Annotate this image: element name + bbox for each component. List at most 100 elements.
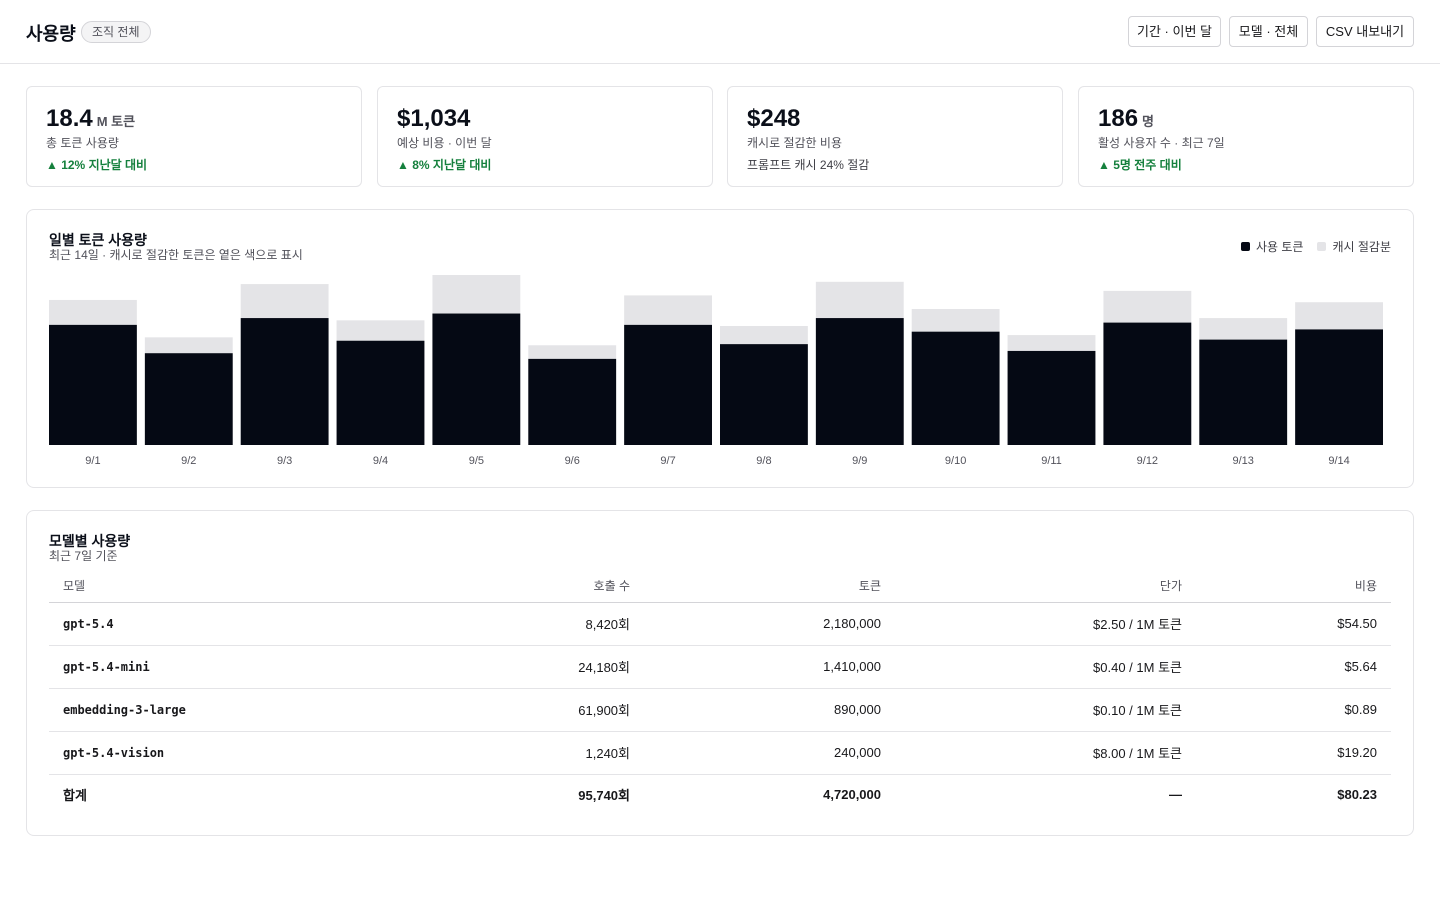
total-cost-cell: $80.23 (1196, 773, 1391, 815)
legend-label-cached: 캐시 절감분 (1332, 240, 1391, 254)
top-bar: 사용량 조직 전체 기간 · 이번 달 모델 · 전체 CSV 내보내기 (0, 0, 1440, 64)
stat-card-total-tokens: 18.4 M 토큰 총 토큰 사용량 ▲ 12% 지난달 대비 (26, 86, 362, 187)
total-calls-cell: 95,740회 (379, 773, 644, 815)
bar-used-9/5 (432, 313, 521, 445)
cost-cell: $0.89 (1196, 688, 1391, 732)
x-tick-label: 9/4 (373, 455, 388, 467)
total-label-cell: 합계 (49, 773, 379, 815)
bar-cached-9/14 (1295, 302, 1383, 330)
tokens-cell: 890,000 (644, 688, 895, 732)
bar-used-9/6 (528, 358, 617, 445)
unit-price-cell: $8.00 / 1M 토큰 (895, 731, 1196, 775)
stat-value: $248 (747, 105, 801, 132)
csv-export-button[interactable]: CSV 내보내기 (1316, 16, 1414, 47)
stat-label: 총 토큰 사용량 (46, 136, 119, 150)
chart-legend: 사용 토큰 캐시 절감분 (1240, 238, 1391, 255)
bar-cached-9/11 (1007, 335, 1096, 351)
stat-value: 18.4 M 토큰 (46, 105, 136, 132)
bar-cached-9/9 (815, 281, 904, 319)
table-header-row: 모델 호출 수 토큰 단가 비용 (49, 570, 1391, 603)
stat-delta: ▲ 8% 지난달 대비 (397, 158, 492, 172)
column-header-tokens[interactable]: 토큰 (644, 570, 895, 603)
stat-label: 활성 사용자 수 · 최근 7일 (1098, 136, 1225, 150)
bar-used-9/11 (1007, 350, 1096, 445)
bar-cached-9/2 (144, 337, 233, 354)
x-tick-label: 9/5 (469, 455, 484, 467)
legend-swatch-cached (1317, 242, 1327, 251)
total-tokens-cell: 4,720,000 (644, 773, 895, 815)
bar-cached-9/5 (432, 275, 521, 314)
bar-used-9/9 (815, 318, 904, 445)
model-usage-panel: 모델별 사용량 최근 7일 기준 모델 호출 수 토큰 단가 비용 gpt-5.… (26, 510, 1414, 836)
stat-value: $1,034 (397, 105, 471, 132)
legend-swatch-used (1240, 242, 1250, 251)
daily-usage-chart-panel: 일별 토큰 사용량 최근 14일 · 캐시로 절감한 토큰은 옅은 색으로 표시… (26, 209, 1414, 488)
table-title: 모델별 사용량 (49, 533, 131, 549)
column-header-model[interactable]: 모델 (49, 570, 379, 603)
tokens-cell: 1,410,000 (644, 645, 895, 689)
unit-price-cell: $0.10 / 1M 토큰 (895, 688, 1196, 732)
x-tick-label: 9/13 (1233, 455, 1254, 467)
x-tick-label: 9/2 (181, 455, 196, 467)
stat-label: 예상 비용 · 이번 달 (397, 136, 492, 150)
table-subtitle: 최근 7일 기준 (49, 549, 118, 563)
tokens-cell: 240,000 (644, 731, 895, 775)
column-header-unit-price[interactable]: 단가 (895, 570, 1196, 603)
bar-cached-9/8 (720, 326, 808, 345)
bar-cached-9/10 (911, 309, 1000, 332)
page-title: 사용량 (26, 24, 76, 44)
x-tick-label: 9/7 (660, 455, 675, 467)
stat-card-cache-savings: $248 캐시로 절감한 비용 프롬프트 캐시 24% 절감 (727, 86, 1063, 187)
stat-value: 186 명 (1098, 105, 1155, 132)
x-tick-label: 9/10 (945, 455, 966, 467)
legend-item-used: 사용 토큰 (1240, 238, 1304, 255)
model-name-cell: gpt-5.4-vision (49, 731, 379, 775)
legend-label-used: 사용 토큰 (1255, 240, 1304, 254)
bar-used-9/4 (336, 340, 425, 445)
bar-cached-9/1 (49, 299, 137, 325)
bar-cached-9/3 (240, 284, 329, 319)
bar-used-9/2 (144, 353, 233, 445)
bar-used-9/10 (911, 331, 1000, 445)
period-filter-button[interactable]: 기간 · 이번 달 (1128, 16, 1221, 47)
tokens-cell: 2,180,000 (644, 602, 895, 646)
table-row[interactable]: gpt-5.4-mini 24,180회 1,410,000 $0.40 / 1… (49, 645, 1391, 689)
column-header-calls[interactable]: 호출 수 (379, 570, 644, 603)
total-unit-price-cell: — (895, 773, 1196, 815)
stat-note: 프롬프트 캐시 24% 절감 (747, 158, 870, 172)
daily-usage-bar-chart: 9/1 9/2 9/3 9/4 9/5 9/6 9/7 9/8 9/9 9/10 9/11 9/12 9… (49, 275, 1383, 467)
model-usage-table: 모델 호출 수 토큰 단가 비용 gpt-5.4 8,420회 2,180,00… (49, 570, 1391, 815)
table-total-row: 합계 95,740회 4,720,000 — $80.23 (49, 773, 1391, 815)
stat-delta: ▲ 5명 전주 대비 (1098, 158, 1182, 172)
table-row[interactable]: gpt-5.4 8,420회 2,180,000 $2.50 / 1M 토큰 $… (49, 602, 1391, 646)
model-name-cell: embedding-3-large (49, 688, 379, 732)
column-header-cost[interactable]: 비용 (1196, 570, 1391, 603)
unit-price-cell: $2.50 / 1M 토큰 (895, 602, 1196, 646)
model-filter-button[interactable]: 모델 · 전체 (1229, 16, 1308, 47)
chart-title: 일별 토큰 사용량 (49, 232, 147, 248)
x-tick-label: 9/6 (565, 455, 580, 467)
table-row[interactable]: embedding-3-large 61,900회 890,000 $0.10 … (49, 688, 1391, 732)
bar-cached-9/7 (624, 295, 712, 325)
x-tick-label: 9/1 (85, 455, 100, 467)
stat-delta: ▲ 12% 지난달 대비 (46, 158, 148, 172)
cost-cell: $5.64 (1196, 645, 1391, 689)
x-tick-label: 9/12 (1137, 455, 1158, 467)
bar-used-9/3 (240, 318, 329, 445)
table-row[interactable]: gpt-5.4-vision 1,240회 240,000 $8.00 / 1M… (49, 731, 1391, 775)
bar-used-9/12 (1103, 322, 1192, 445)
cost-cell: $54.50 (1196, 602, 1391, 646)
stat-unit: M 토큰 (96, 114, 136, 129)
bar-cached-9/4 (336, 320, 425, 341)
stat-card-active-users: 186 명 활성 사용자 수 · 최근 7일 ▲ 5명 전주 대비 (1078, 86, 1414, 187)
bar-used-9/14 (1295, 329, 1383, 445)
calls-cell: 1,240회 (379, 731, 644, 775)
chart-subtitle: 최근 14일 · 캐시로 절감한 토큰은 옅은 색으로 표시 (49, 248, 303, 262)
scope-badge: 조직 전체 (81, 21, 151, 43)
x-tick-label: 9/9 (852, 455, 867, 467)
calls-cell: 61,900회 (379, 688, 644, 732)
bar-cached-9/12 (1103, 290, 1192, 323)
bar-cached-9/6 (528, 345, 617, 359)
stat-label: 캐시로 절감한 비용 (747, 136, 842, 150)
cost-cell: $19.20 (1196, 731, 1391, 775)
